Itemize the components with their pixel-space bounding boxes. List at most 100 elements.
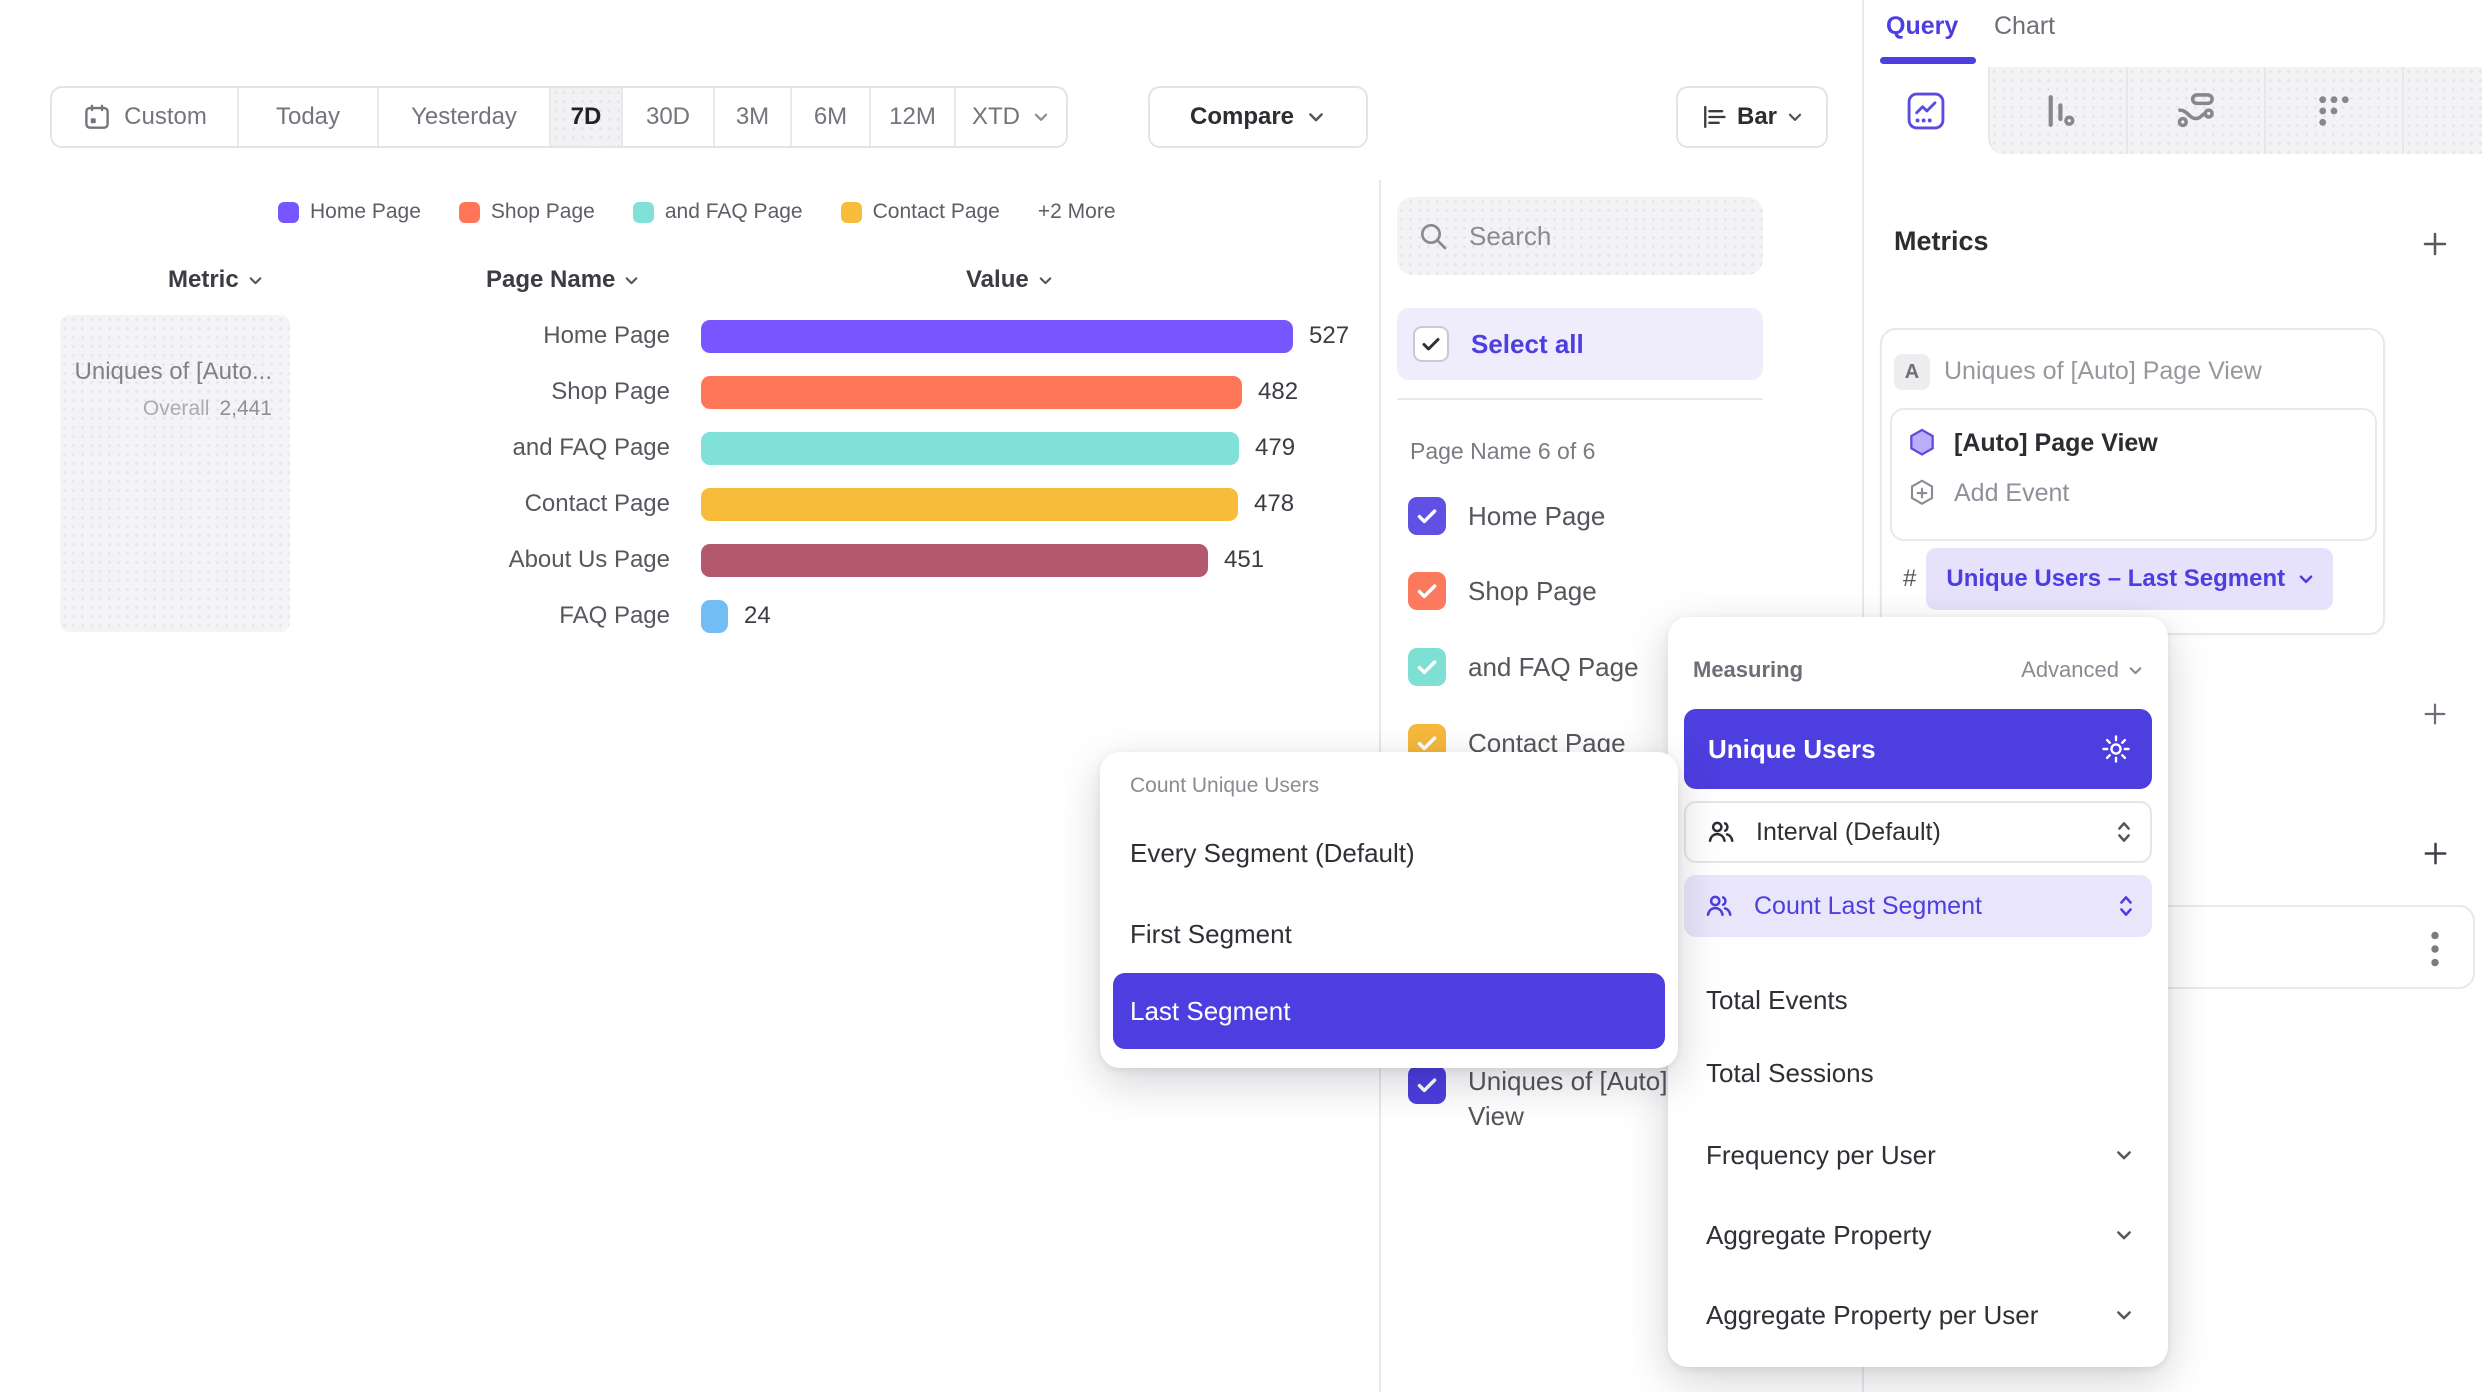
column-header-page-name[interactable]: Page Name xyxy=(486,266,640,294)
search-input[interactable]: Search xyxy=(1397,197,1763,275)
add-metric-button[interactable] xyxy=(2420,229,2450,259)
flows-icon xyxy=(2177,92,2214,127)
bar-home-page[interactable] xyxy=(701,320,1293,353)
bar-and-faq-page[interactable] xyxy=(701,432,1239,465)
legend-item[interactable]: Contact Page xyxy=(840,200,1000,224)
select-all-checkbox[interactable] xyxy=(1413,326,1449,362)
legend-item[interactable]: and FAQ Page xyxy=(632,200,803,224)
bar-about-us-page[interactable] xyxy=(701,544,1208,577)
measuring-option-aggregate-property[interactable]: Aggregate Property xyxy=(1706,1217,2134,1253)
metric-summary-card[interactable]: Uniques of [Auto... Overall 2,441 xyxy=(60,315,290,632)
measuring-row-count-last-segment[interactable]: Count Last Segment xyxy=(1684,875,2152,937)
select-all-row[interactable]: Select all xyxy=(1397,308,1763,380)
chart-type-label: Bar xyxy=(1736,103,1778,130)
count-option-first-segment[interactable]: First Segment xyxy=(1130,917,1292,951)
filter-checkbox[interactable] xyxy=(1408,572,1446,610)
active-tab-underline xyxy=(1880,57,1976,64)
legend-more[interactable]: +2 More xyxy=(1037,200,1116,223)
measuring-option-total-events[interactable]: Total Events xyxy=(1706,982,2134,1018)
date-range-12m[interactable]: 12M xyxy=(871,88,956,146)
legend-swatch xyxy=(278,201,299,223)
date-range-yesterday[interactable]: Yesterday xyxy=(379,88,551,146)
date-range-xtd[interactable]: XTD xyxy=(956,88,1066,146)
chart-type-button[interactable]: Bar xyxy=(1676,86,1828,148)
chevron-down-icon xyxy=(2117,1311,2131,1320)
stepper-icon xyxy=(2118,822,2130,842)
measuring-popup: Measuring Advanced Unique Users Interval… xyxy=(1668,617,2168,1367)
measurement-dropdown[interactable]: Unique Users – Last Segment xyxy=(1926,548,2334,610)
measuring-option-aggregate-property-per-user[interactable]: Aggregate Property per User xyxy=(1706,1297,2134,1333)
row-label: About Us Page xyxy=(508,546,670,573)
chevron-down-icon xyxy=(1788,113,1802,121)
check-icon xyxy=(1417,509,1437,524)
measuring-option-unique-users-selected[interactable]: Unique Users xyxy=(1684,709,2152,789)
chevron-down-icon xyxy=(1039,276,1052,284)
advanced-dropdown[interactable]: Advanced xyxy=(2021,657,2144,683)
count-option-every-segment-default-[interactable]: Every Segment (Default) xyxy=(1130,836,1415,870)
more-options-button[interactable] xyxy=(2423,927,2447,971)
compare-button[interactable]: Compare xyxy=(1148,86,1368,148)
unique-users-label: Unique Users xyxy=(1708,733,1876,764)
chart-legend: Home Page Shop Page and FAQ Page Contact Pa… xyxy=(278,200,1116,224)
filter-item-home-page[interactable]: Home Page xyxy=(1408,497,1605,535)
legend-label: Contact Page xyxy=(872,200,1000,223)
date-range-group: Custom Today Yesterday 7D 30D 3M 6M 12M XTD xyxy=(50,86,1068,148)
filter-item-shop-page[interactable]: Shop Page xyxy=(1408,572,1597,610)
filter-checkbox[interactable] xyxy=(1408,497,1446,535)
legend-item[interactable]: Shop Page xyxy=(458,200,595,224)
report-type-retention[interactable] xyxy=(2264,67,2402,154)
legend-swatch xyxy=(458,201,480,223)
row-label: Home Page xyxy=(543,322,670,349)
report-type-flows[interactable] xyxy=(2126,67,2264,154)
row-label: Contact Page xyxy=(524,490,670,517)
plus-icon xyxy=(2424,703,2446,725)
filter-checkbox[interactable] xyxy=(1408,1066,1446,1104)
count-unique-users-popup: Count Unique Users Every Segment (Defaul… xyxy=(1100,752,1678,1068)
report-type-overflow xyxy=(2402,67,2482,154)
filter-checkbox[interactable] xyxy=(1408,648,1446,686)
stepper-icon xyxy=(2120,896,2132,916)
bar-value: 451 xyxy=(1224,546,1265,573)
column-header-metric[interactable]: Metric xyxy=(168,266,264,294)
date-range-3m[interactable]: 3M xyxy=(715,88,792,146)
metric-card-title: Uniques of [Auto... xyxy=(74,358,272,385)
legend-swatch xyxy=(840,201,862,223)
chevron-down-icon xyxy=(1034,113,1048,121)
add-breakdown-button[interactable] xyxy=(2421,839,2450,868)
chevron-down-icon xyxy=(2117,1231,2131,1240)
report-type-insights-active[interactable] xyxy=(1864,67,1988,154)
bar-contact-page[interactable] xyxy=(701,488,1238,521)
measuring-option-total-sessions[interactable]: Total Sessions xyxy=(1706,1055,2134,1091)
measuring-row-interval-default-[interactable]: Interval (Default) xyxy=(1684,801,2152,863)
bar-shop-page[interactable] xyxy=(701,376,1242,409)
overall-value: 2,441 xyxy=(219,397,272,420)
filter-item-and-faq-page[interactable]: and FAQ Page xyxy=(1408,648,1639,686)
tab-chart[interactable]: Chart xyxy=(1994,12,2056,40)
insights-icon xyxy=(1907,92,1945,129)
hash-symbol: # xyxy=(1903,565,1917,592)
date-range-7d[interactable]: 7D xyxy=(551,88,623,146)
date-range-30d[interactable]: 30D xyxy=(623,88,715,146)
measuring-option-frequency-per-user[interactable]: Frequency per User xyxy=(1706,1137,2134,1173)
count-option-last-segment[interactable]: Last Segment xyxy=(1113,973,1665,1049)
event-row[interactable]: [Auto] Page View xyxy=(1906,426,2158,460)
date-range-6m[interactable]: 6M xyxy=(792,88,871,146)
add-filter-button[interactable] xyxy=(2421,700,2449,728)
tab-query[interactable]: Query xyxy=(1886,12,1959,40)
bar-faq-page[interactable] xyxy=(701,600,728,633)
date-range-custom[interactable]: Custom xyxy=(52,88,239,146)
report-type-funnels[interactable] xyxy=(1988,67,2126,154)
check-icon xyxy=(1417,584,1437,599)
metric-letter-badge: A xyxy=(1894,354,1930,390)
column-header-value[interactable]: Value xyxy=(966,266,1054,294)
bar-value: 482 xyxy=(1258,378,1299,405)
people-icon xyxy=(1706,895,1732,916)
date-range-today[interactable]: Today xyxy=(239,88,379,146)
check-icon xyxy=(1417,1078,1437,1093)
legend-item[interactable]: Home Page xyxy=(278,200,421,224)
legend-label: Shop Page xyxy=(490,200,595,223)
segment-count-label: Page Name 6 of 6 xyxy=(1410,438,1596,464)
add-event-button[interactable]: Add Event xyxy=(1907,478,2069,508)
gear-icon[interactable] xyxy=(2100,733,2132,765)
